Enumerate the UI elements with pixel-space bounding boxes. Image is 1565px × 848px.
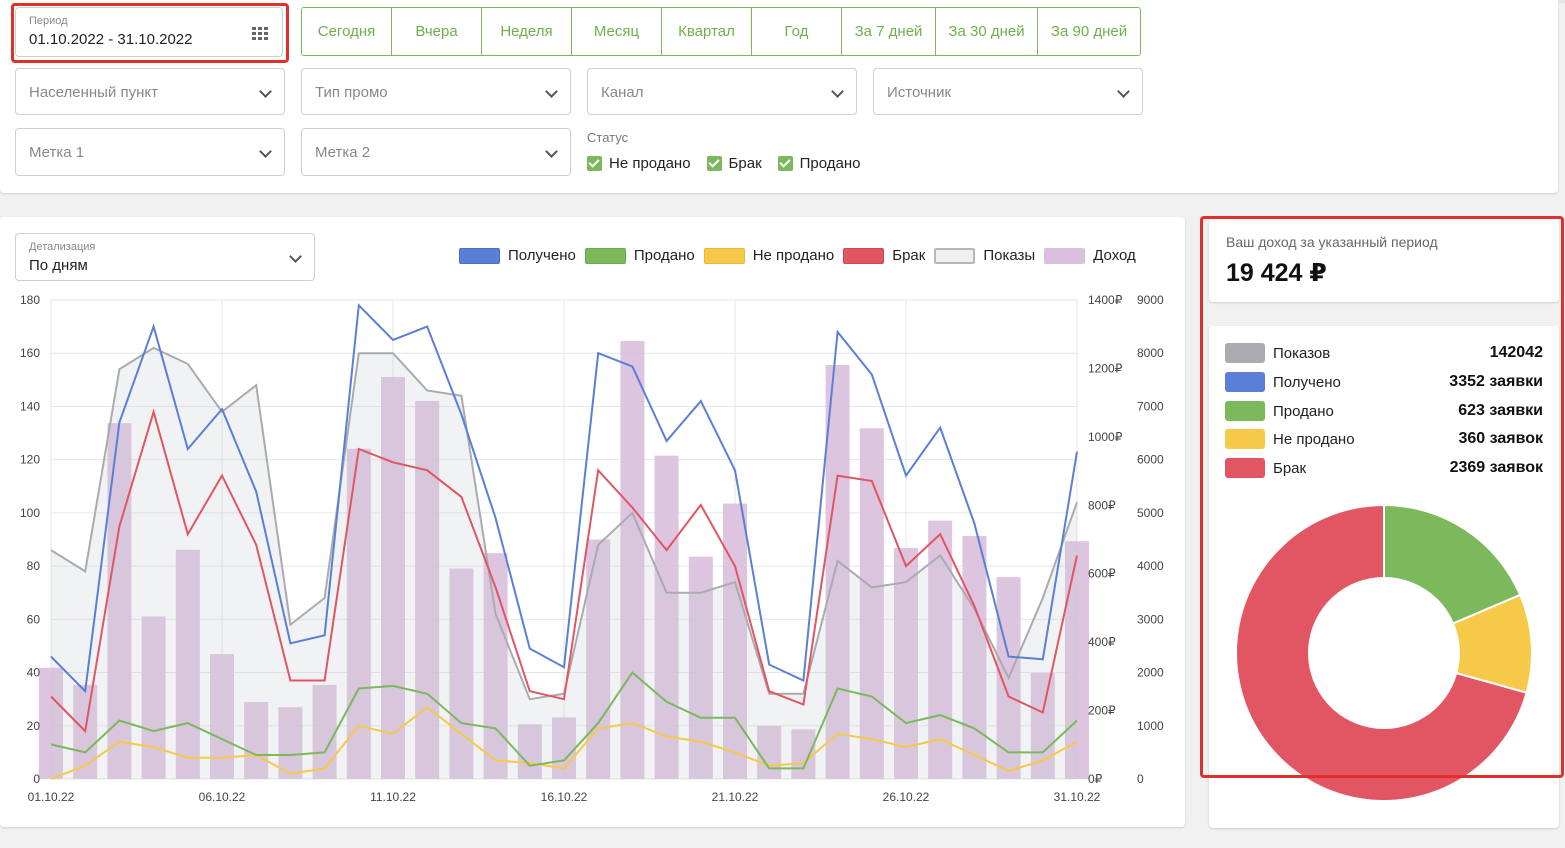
legend-label: Получено — [508, 247, 576, 264]
preset-year-button[interactable]: Год — [752, 8, 842, 55]
legend-swatch — [1044, 247, 1086, 264]
status-unsold-label: Не продано — [609, 155, 691, 172]
preset-30days-button[interactable]: За 30 дней — [936, 8, 1038, 55]
preset-yesterday-button[interactable]: Вчера — [392, 8, 482, 55]
donut-slice-defect[interactable] — [1235, 503, 1528, 802]
checkbox-checked-icon[interactable] — [777, 156, 793, 171]
legend-label: Показы — [983, 247, 1036, 264]
detail-select[interactable]: Детализация По дням — [15, 233, 315, 281]
channel-placeholder: Канал — [601, 84, 644, 101]
legend-label: Доход — [1093, 247, 1136, 264]
legend-label: Продано — [633, 247, 695, 264]
stat-swatch — [1225, 429, 1265, 449]
promo-type-select[interactable]: Тип промо — [301, 68, 571, 115]
stat-value: 3352 заявки — [1449, 373, 1543, 390]
checkbox-checked-icon[interactable] — [587, 156, 602, 171]
chevron-down-icon — [259, 85, 272, 98]
chevron-down-icon — [259, 145, 272, 158]
legend-swatch — [843, 247, 885, 264]
stat-label: Продано — [1273, 402, 1334, 420]
stat-row-sold: Продано 623 заявки — [1225, 400, 1543, 422]
preset-7days-button[interactable]: За 7 дней — [842, 8, 936, 55]
chevron-down-icon — [1117, 85, 1130, 98]
stat-swatch — [1225, 401, 1265, 421]
legend-swatch — [459, 247, 500, 264]
chevron-down-icon — [289, 250, 302, 263]
legend-swatch — [703, 247, 745, 264]
period-highlight — [11, 3, 289, 63]
status-sold-checkbox[interactable]: Продано — [777, 155, 861, 172]
income-label: Ваш доход за указанный период — [1226, 234, 1438, 250]
stat-swatch — [1225, 343, 1265, 363]
legend-item-sold[interactable]: Продано — [584, 247, 695, 264]
legend-item-unsold[interactable]: Не продано — [703, 247, 835, 264]
legend-label: Не продано — [752, 247, 835, 264]
chevron-down-icon — [545, 85, 558, 98]
calendar-grid-icon[interactable] — [252, 27, 268, 40]
preset-month-button[interactable]: Месяц — [572, 8, 662, 55]
chevron-down-icon — [545, 145, 558, 158]
stat-swatch — [1225, 372, 1265, 392]
stat-label: Получено — [1273, 373, 1341, 391]
status-sold-label: Продано — [799, 155, 861, 172]
detail-value: По дням — [29, 257, 88, 274]
income-card: Ваш доход за указанный период 19 424 ₽ — [1209, 218, 1559, 302]
preset-week-button[interactable]: Неделя — [482, 8, 572, 55]
status-label: Статус — [587, 130, 629, 145]
stat-value: 2369 заявок — [1449, 459, 1543, 476]
legend-swatch — [934, 247, 976, 264]
stat-row-defect: Брак 2369 заявок — [1225, 457, 1543, 479]
preset-today-button[interactable]: Сегодня — [302, 8, 392, 55]
tag2-select[interactable]: Метка 2 — [301, 128, 571, 176]
city-select-placeholder: Населенный пункт — [29, 84, 159, 101]
legend-item-defect[interactable]: Брак — [843, 247, 925, 264]
filters-panel: Период 01.10.2022 - 31.10.2022 Сегодня В… — [0, 0, 1558, 193]
detail-label: Детализация — [29, 241, 96, 253]
chevron-down-icon — [831, 85, 844, 98]
tag1-placeholder: Метка 1 — [29, 144, 85, 161]
stat-value: 623 заявки — [1458, 402, 1543, 419]
status-defect-checkbox[interactable]: Брак — [706, 155, 762, 172]
donut-chart — [1235, 503, 1533, 802]
legend-item-income[interactable]: Доход — [1044, 247, 1136, 264]
stat-value: 360 заявок — [1458, 430, 1543, 447]
income-value: 19 424 ₽ — [1226, 259, 1327, 287]
legend-label: Брак — [892, 247, 926, 264]
stat-value: 142042 — [1489, 344, 1543, 361]
tag2-placeholder: Метка 2 — [315, 144, 371, 161]
status-filter: Статус Не продано Брак Продано — [587, 130, 877, 172]
status-defect-label: Брак — [728, 155, 762, 172]
preset-quarter-button[interactable]: Квартал — [662, 8, 752, 55]
period-value: 01.10.2022 - 31.10.2022 — [29, 31, 193, 48]
source-select[interactable]: Источник — [873, 68, 1143, 115]
status-unsold-checkbox[interactable]: Не продано — [587, 155, 691, 172]
chart-panel — [0, 217, 1185, 827]
period-field[interactable]: Период 01.10.2022 - 31.10.2022 — [15, 7, 283, 57]
stat-label: Показов — [1273, 344, 1331, 362]
channel-select[interactable]: Канал — [587, 68, 857, 115]
legend-item-views[interactable]: Показы — [934, 247, 1035, 264]
tag1-select[interactable]: Метка 1 — [15, 128, 285, 176]
donut-slice-sold[interactable] — [1383, 503, 1522, 625]
stat-row-received: Получено 3352 заявки — [1225, 371, 1543, 393]
preset-90days-button[interactable]: За 90 дней — [1038, 8, 1140, 55]
legend-swatch — [584, 247, 626, 264]
source-placeholder: Источник — [887, 84, 952, 101]
stat-swatch — [1225, 458, 1265, 478]
stat-row-unsold: Не продано 360 заявок — [1225, 428, 1543, 450]
period-label: Период — [29, 15, 68, 27]
chart-legend: Получено Продано Не продано Брак Показы … — [459, 247, 1145, 264]
stat-row-views: Показов 142042 — [1225, 342, 1543, 364]
legend-item-received[interactable]: Получено — [459, 247, 576, 264]
period-presets: Сегодня Вчера Неделя Месяц Квартал Год З… — [301, 7, 1141, 56]
stat-label: Брак — [1273, 459, 1307, 477]
summary-highlight — [1200, 216, 1564, 778]
stats-card: Показов 142042 Получено 3352 заявки Продан… — [1209, 326, 1559, 828]
checkbox-checked-icon[interactable] — [706, 156, 722, 171]
stat-label: Не продано — [1273, 430, 1355, 448]
promo-type-placeholder: Тип промо — [315, 84, 388, 101]
city-select[interactable]: Населенный пункт — [15, 68, 285, 115]
